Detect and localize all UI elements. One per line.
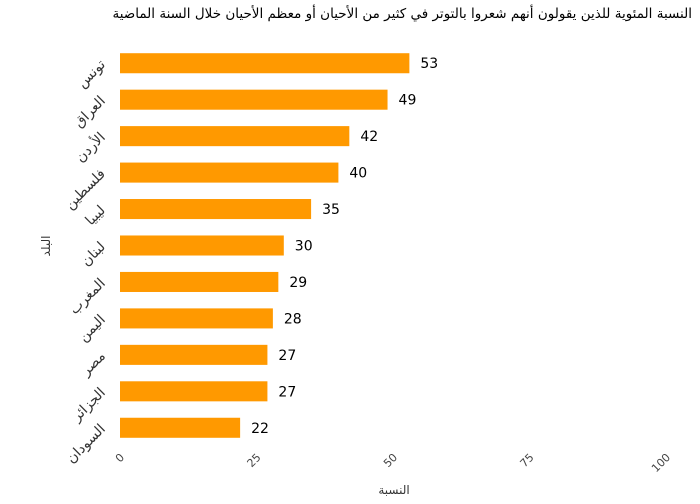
category-tick-label: مصر xyxy=(77,348,108,379)
category-labels-layer: تونسالعراقالأردنفلسطينليبيالبنانالمغربال… xyxy=(62,57,109,467)
category-tick-label: فلسطين xyxy=(62,166,109,213)
category-tick-label: العراق xyxy=(71,93,109,131)
bars-layer xyxy=(120,53,410,438)
bar xyxy=(120,53,410,74)
bar-value-label: 29 xyxy=(289,275,307,291)
bar-value-label: 53 xyxy=(420,56,438,72)
bar-value-label: 30 xyxy=(295,239,313,255)
bar xyxy=(120,381,268,402)
category-tick-label: السودان xyxy=(63,421,108,466)
bar xyxy=(120,271,279,292)
x-tick-label: 0 xyxy=(113,451,127,465)
bar xyxy=(120,417,241,438)
bar xyxy=(120,308,273,329)
bar-value-label: 40 xyxy=(349,166,367,182)
category-tick-label: تونس xyxy=(74,57,109,92)
x-tick-label: 50 xyxy=(381,451,400,470)
x-tick-label: 75 xyxy=(518,451,537,470)
bar-value-label: 27 xyxy=(278,384,296,400)
bar xyxy=(120,235,284,256)
bar-value-label: 27 xyxy=(278,348,296,364)
category-tick-label: الجزائر xyxy=(68,385,109,426)
category-tick-label: المغرب xyxy=(66,275,108,317)
chart-title: النسبة المئوية للذين يقولون أنهم شعروا ب… xyxy=(112,4,692,22)
bar-value-label: 22 xyxy=(251,421,269,437)
bar-value-label: 35 xyxy=(322,202,340,218)
category-tick-label: ليبيا xyxy=(83,203,109,229)
bar xyxy=(120,199,312,220)
bar xyxy=(120,344,268,365)
bar-value-label: 42 xyxy=(360,129,378,145)
x-tick-label: 100 xyxy=(649,451,673,475)
x-axis-label: النسبة xyxy=(378,483,409,497)
category-tick-label: الأردن xyxy=(71,128,109,166)
bar xyxy=(120,162,339,183)
category-tick-label: اليمن xyxy=(75,312,108,345)
y-axis-label: البلد xyxy=(39,236,53,257)
x-tick-label: 25 xyxy=(245,451,264,470)
bar-value-label: 28 xyxy=(284,311,302,327)
x-axis-ticks: 0 25 50 75 100 xyxy=(113,451,673,475)
bar xyxy=(120,89,388,110)
category-tick-label: لبنان xyxy=(78,239,109,270)
bar xyxy=(120,126,350,147)
bar-value-label: 49 xyxy=(399,93,417,109)
value-labels-layer: 53 49 42 40 35 30 29 28 27 27 22 xyxy=(251,56,438,437)
